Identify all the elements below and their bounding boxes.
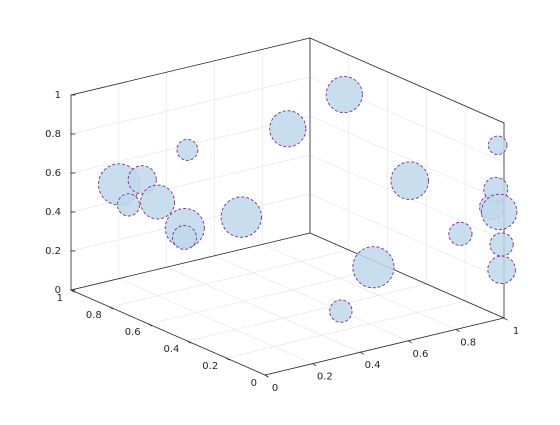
z-tick-label: 1	[55, 90, 61, 101]
bubble-marker	[487, 255, 516, 285]
bubble-marker	[116, 193, 141, 217]
grid-line-backwall-z	[70, 76, 311, 135]
y-tick-label: 0.4	[163, 344, 179, 355]
axes-edge	[309, 37, 505, 124]
grid-line-floor-x	[166, 266, 361, 353]
grid-line-floor-y	[187, 283, 427, 342]
grid-line-floor-y	[109, 249, 350, 308]
x-tick-mark	[312, 363, 317, 367]
z-tick-label: 0.2	[45, 246, 61, 257]
z-tick-label: 0	[55, 285, 61, 296]
bubble-marker	[176, 138, 199, 161]
y-tick-mark	[186, 340, 191, 344]
grid-line-sidewall-z	[309, 193, 505, 280]
axes-edge	[70, 289, 266, 376]
x-tick-mark	[455, 328, 460, 332]
x-tick-mark	[360, 351, 365, 355]
y-tick-label: 0.6	[125, 327, 141, 338]
z-tick-label: 0.4	[45, 207, 61, 218]
x-tick-label: 0.2	[317, 372, 333, 383]
axes-edge	[70, 232, 311, 291]
x-tick-mark	[407, 340, 412, 344]
bubble-marker	[325, 75, 363, 114]
bubble-marker	[448, 221, 473, 246]
bubble-marker	[481, 193, 518, 231]
y-tick-mark	[70, 289, 75, 293]
bubble-marker	[390, 161, 429, 200]
y-tick-mark	[109, 306, 114, 310]
grid-line-floor-x	[261, 244, 457, 330]
grid-line-floor-x	[118, 278, 314, 364]
y-tick-label: 0.2	[202, 361, 218, 372]
grid-line-sidewall-z	[309, 115, 505, 202]
x-tick-label: 0.6	[412, 349, 428, 360]
grid-line-floor-y	[148, 266, 388, 325]
bubble-marker	[489, 232, 514, 257]
tick-marks	[70, 94, 508, 378]
x-tick-mark	[503, 317, 508, 321]
bubble-marker	[487, 135, 508, 156]
x-tick-label: 1	[513, 326, 519, 337]
bubble-marker	[329, 299, 353, 323]
grid-line-floor-y	[225, 300, 466, 359]
bubbles	[98, 75, 518, 323]
y-tick-mark	[148, 323, 153, 327]
axes-box	[70, 37, 505, 376]
x-tick-label: 0.4	[365, 360, 381, 371]
z-tick-label: 0.6	[45, 168, 61, 179]
axes-edge	[70, 37, 311, 96]
bubble-marker	[172, 224, 197, 250]
bubble-marker	[352, 246, 395, 289]
bubble-marker	[220, 196, 262, 238]
y-tick-label: 1	[57, 293, 63, 304]
y-tick-label: 0	[251, 378, 257, 389]
y-tick-mark	[264, 374, 269, 378]
bubble-marker	[269, 110, 307, 148]
y-tick-mark	[225, 357, 230, 361]
tick-labels: 0 0 0 0.2 0.2 0.2 0.4 0.4 0.4 0.6 0.6 0.6 0.8 0.8 0.8 1…	[45, 90, 519, 394]
grid-line-floor-x	[214, 255, 409, 342]
axes-edge	[309, 232, 505, 319]
x-tick-label: 0	[272, 383, 278, 394]
z-tick-label: 0.8	[45, 129, 61, 140]
y-tick-label: 0.8	[86, 310, 102, 321]
axes-edge	[264, 317, 505, 376]
bubble-marker	[140, 184, 176, 220]
x-tick-label: 0.8	[460, 337, 476, 348]
